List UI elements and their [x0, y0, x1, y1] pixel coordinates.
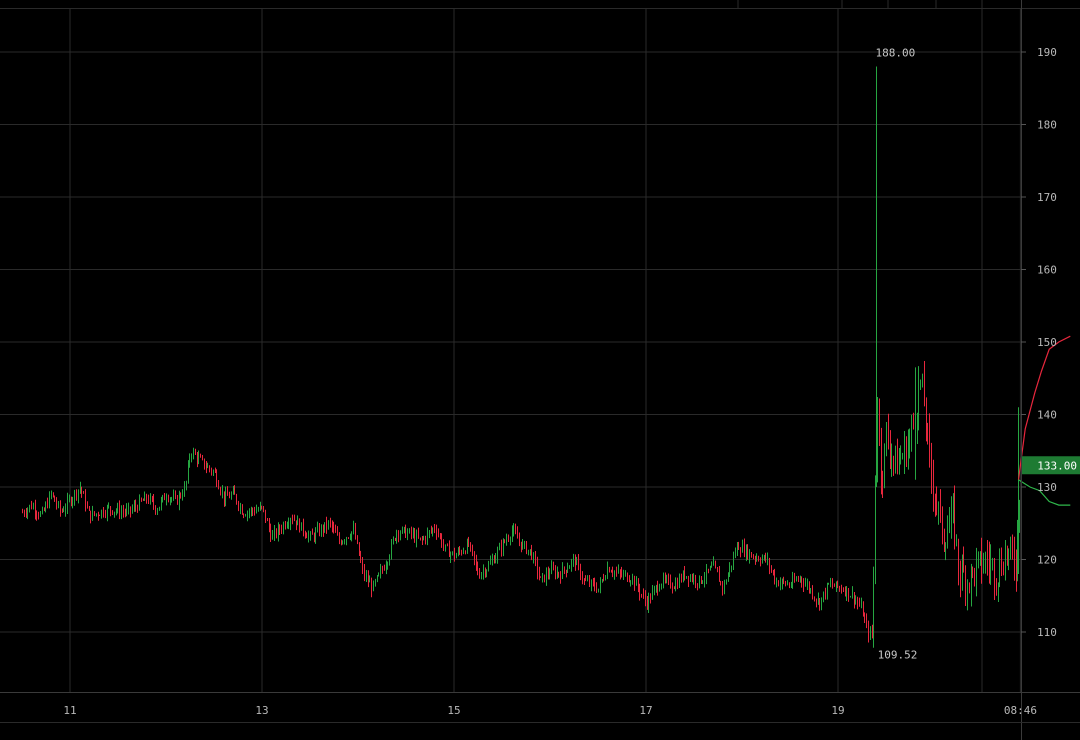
y-tick-label-190: 190	[1037, 46, 1057, 59]
overlay-line-0	[1017, 335, 1071, 480]
high-price-label: 188.00	[875, 47, 915, 60]
overlay-line-1	[1018, 479, 1071, 506]
x-tick-label-5: 08:46	[1004, 704, 1037, 717]
y-tick-label-180: 180	[1037, 119, 1057, 132]
y-tick-label-140: 140	[1037, 409, 1057, 422]
low-price-label: 109.52	[878, 648, 918, 661]
y-tick-label-130: 130	[1037, 481, 1057, 494]
x-tick-label-4: 19	[831, 704, 844, 717]
y-tick-label-120: 120	[1037, 554, 1057, 567]
current-price-tag-background	[1022, 456, 1080, 475]
current-price-tag: 133.00	[1022, 456, 1080, 475]
candle-series	[22, 66, 1020, 648]
x-tick-label-1: 13	[255, 704, 268, 717]
current-price-value: 133.00	[1037, 459, 1077, 472]
x-tick-label-2: 15	[447, 704, 460, 717]
overlay-lines	[1017, 335, 1071, 506]
x-tick-label-3: 17	[639, 704, 652, 717]
y-tick-label-110: 110	[1037, 626, 1057, 639]
y-tick-label-170: 170	[1037, 191, 1057, 204]
y-tick-label-150: 150	[1037, 336, 1057, 349]
y-tick-label-160: 160	[1037, 264, 1057, 277]
x-tick-label-0: 11	[63, 704, 76, 717]
grid	[0, 0, 1080, 692]
